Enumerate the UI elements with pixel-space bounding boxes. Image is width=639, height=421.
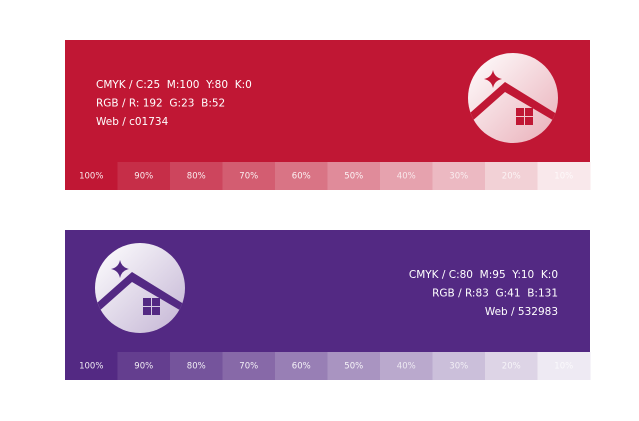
icon-circle (468, 53, 558, 143)
tint-label: 60% (292, 362, 311, 372)
icon-sparkle (484, 70, 502, 88)
tint-swatch (432, 162, 486, 190)
icon-roof (468, 82, 558, 138)
tint-label: 60% (292, 172, 311, 182)
tint-label: 80% (187, 362, 206, 372)
tint-swatch (327, 352, 381, 380)
tint-swatch (537, 162, 591, 190)
icon-window (516, 108, 524, 116)
icon-roof (95, 272, 185, 328)
tint-label: 10% (554, 172, 573, 182)
color-spec: CMYK / C:80 M:95 Y:10 K:0 (409, 269, 558, 281)
icon-window (525, 108, 533, 116)
tint-swatch (537, 352, 591, 380)
tint-label: 10% (554, 362, 573, 372)
tint-label: 30% (449, 172, 468, 182)
tint-label: 40% (397, 362, 416, 372)
icon-circle (95, 243, 185, 333)
icon-window (525, 117, 533, 125)
tint-label: 50% (344, 172, 363, 182)
tint-label: 70% (239, 362, 258, 372)
icon-sparkle (111, 260, 129, 278)
tint-label: 100% (79, 362, 103, 372)
tint-swatch (485, 162, 538, 190)
tint-swatch (222, 352, 276, 380)
tint-label: 20% (502, 362, 521, 372)
tint-label: 90% (134, 172, 153, 182)
tint-label: 80% (187, 172, 206, 182)
color-spec: CMYK / C:25 M:100 Y:80 K:0 (96, 79, 252, 91)
tint-swatch (117, 162, 171, 190)
tint-swatch (275, 352, 328, 380)
color-spec: RGB / R: 192 G:23 B:52 (96, 98, 225, 110)
tint-label: 50% (344, 362, 363, 372)
icon-window (143, 307, 151, 315)
tint-label: 20% (502, 172, 521, 182)
tint-swatch (275, 162, 328, 190)
color-panel: CMYK / C:80 M:95 Y:10 K:0 RGB / R:83 G:41… (65, 230, 591, 380)
tint-swatch (327, 162, 381, 190)
icon-window (152, 298, 160, 306)
tint-swatch (117, 352, 171, 380)
icon-window (152, 307, 160, 315)
color-spec: Web / c01734 (96, 116, 169, 128)
tint-swatch (222, 162, 276, 190)
color-spec: RGB / R:83 G:41 B:131 (432, 288, 558, 300)
tint-swatch (65, 352, 118, 380)
tint-label: 90% (134, 362, 153, 372)
tint-swatch (65, 162, 118, 190)
tint-label: 100% (79, 172, 103, 182)
color-panel: CMYK / C:25 M:100 Y:80 K:0 RGB / R: 192 G… (65, 40, 591, 190)
tint-swatch (380, 352, 433, 380)
tint-label: 70% (239, 172, 258, 182)
logo-icon (95, 243, 185, 333)
logo-icon (468, 53, 558, 143)
tint-swatch (485, 352, 538, 380)
icon-window (143, 298, 151, 306)
tint-swatch (170, 352, 223, 380)
icon-window (516, 117, 524, 125)
tint-swatch (432, 352, 486, 380)
tint-swatch (380, 162, 433, 190)
color-spec: Web / 532983 (485, 306, 558, 318)
tint-label: 30% (449, 362, 468, 372)
tint-label: 40% (397, 172, 416, 182)
tint-swatch (170, 162, 223, 190)
